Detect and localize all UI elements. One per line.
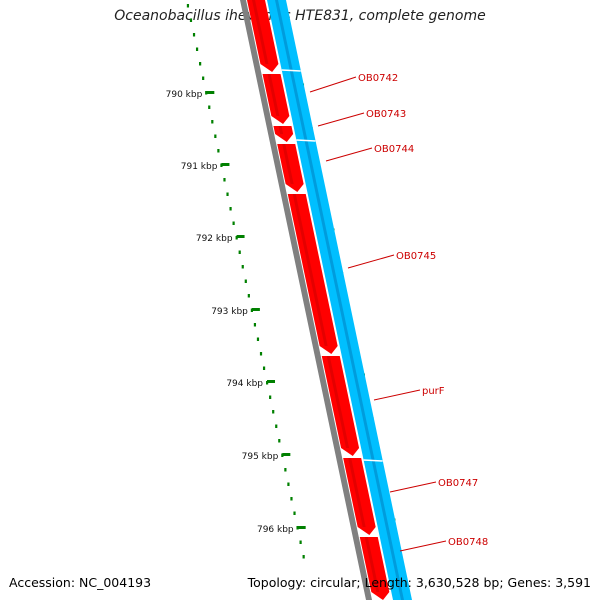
ruler-dot (192, 33, 196, 37)
ruler-major-tick (267, 380, 276, 383)
gene-shading (364, 537, 380, 592)
forward-gene-arrow (262, 74, 290, 124)
ruler-dot (278, 439, 281, 443)
gene-leader-line (373, 389, 421, 401)
gene-shading (267, 74, 280, 116)
genome-tracks (240, 0, 412, 600)
ruler-dot (250, 308, 253, 312)
ruler-dot (272, 410, 275, 414)
gene-label[interactable]: OB0748 (448, 537, 488, 548)
backbone-line (240, 0, 372, 600)
gene-shading (326, 356, 350, 448)
ruler-dot (256, 337, 260, 341)
gene-shading (252, 0, 269, 64)
ruler-ticks (186, 4, 306, 559)
gene-label[interactable]: OB0744 (374, 144, 414, 155)
ruler-dot (302, 555, 305, 559)
ruler-dot (253, 323, 257, 327)
ruler-dot (290, 497, 293, 501)
gene-label[interactable]: OB0742 (358, 73, 398, 84)
gene-labels: OB0742 OB0743 OB0744 OB0745 purF OB0747 OB0748 (309, 73, 488, 552)
gene-shading (282, 144, 294, 184)
ruler-dot (293, 511, 296, 515)
ruler-dot (205, 91, 208, 95)
ruler-dot (217, 149, 220, 153)
ruler-dot (226, 192, 229, 196)
ruler-dot (275, 424, 278, 428)
ruler-label: 793 kbp (211, 307, 248, 317)
ruler-dot (189, 18, 193, 22)
ruler-label: 792 kbp (196, 234, 233, 244)
ruler-dot (211, 120, 214, 124)
ruler-dot (244, 279, 247, 283)
forward-gene-arrow (287, 194, 338, 354)
ruler-dot (262, 366, 266, 370)
ruler-dot (232, 221, 235, 225)
ruler-dot (220, 163, 223, 167)
ruler-dot (259, 352, 263, 356)
forward-gene-arrow (321, 356, 360, 456)
ruler-labels: 790 kbp 791 kbp 792 kbp 793 kbp 794 kbp 795 k… (166, 90, 294, 535)
gene-shading (278, 126, 284, 134)
forward-gene-arrow (277, 144, 304, 192)
map-title: Oceanobacillus iheyensis HTE831, complet… (114, 8, 486, 24)
ruler-dot (241, 265, 244, 269)
forward-gene-arrow (359, 537, 390, 600)
ruler-label: 791 kbp (181, 162, 218, 172)
ruler-dot (287, 482, 290, 486)
gene-label[interactable]: purF (422, 386, 445, 397)
ruler-label: 794 kbp (226, 379, 263, 389)
ruler-dot (284, 468, 287, 472)
forward-gene-arrow (273, 126, 294, 142)
gene-leader-line (325, 147, 373, 162)
ruler-major-tick (236, 235, 245, 238)
ruler-dot (214, 134, 217, 138)
ruler-dot (199, 62, 202, 66)
ruler-major-tick (297, 526, 306, 529)
gene-leader-line (399, 540, 447, 552)
gene-label[interactable]: OB0743 (366, 109, 406, 120)
reverse-strand-shading (275, 0, 404, 600)
ruler-dot (186, 4, 190, 8)
gene-leader-line (309, 76, 357, 93)
track-separator (281, 69, 301, 72)
ruler-major-tick (282, 453, 291, 456)
track-separator (363, 459, 383, 462)
ruler-major-tick (221, 163, 230, 166)
ruler-dot (208, 105, 211, 109)
ruler-dot (238, 250, 241, 254)
gene-label[interactable]: OB0747 (438, 478, 478, 489)
gene-leader-line (389, 481, 437, 493)
gene-shading (348, 458, 366, 527)
ruler-label: 796 kbp (257, 525, 294, 535)
gene-leader-line (347, 254, 395, 269)
ruler-dot (269, 395, 272, 399)
ruler-dot (223, 178, 226, 182)
ruler-dot (247, 294, 250, 298)
ruler-dot (299, 540, 302, 544)
genome-summary-text: Topology: circular; Length: 3,630,528 bp… (247, 575, 591, 590)
gene-leader-line (317, 112, 365, 127)
ruler-major-tick (206, 91, 215, 94)
accession-text: Accession: NC_004193 (9, 575, 152, 590)
gene-label[interactable]: OB0745 (396, 251, 436, 262)
ruler-major-tick (251, 308, 260, 311)
ruler-dot (195, 47, 199, 51)
ruler-label: 790 kbp (166, 90, 203, 100)
ruler-dot (296, 526, 299, 530)
forward-gene-arrow (247, 0, 279, 72)
ruler-dot (281, 453, 284, 457)
forward-gene-arrow (343, 458, 376, 535)
track-separator (296, 139, 316, 142)
ruler-dot (229, 207, 232, 211)
gene-shading (292, 194, 328, 346)
ruler-dot (202, 76, 205, 80)
ruler-label: 795 kbp (242, 452, 279, 462)
